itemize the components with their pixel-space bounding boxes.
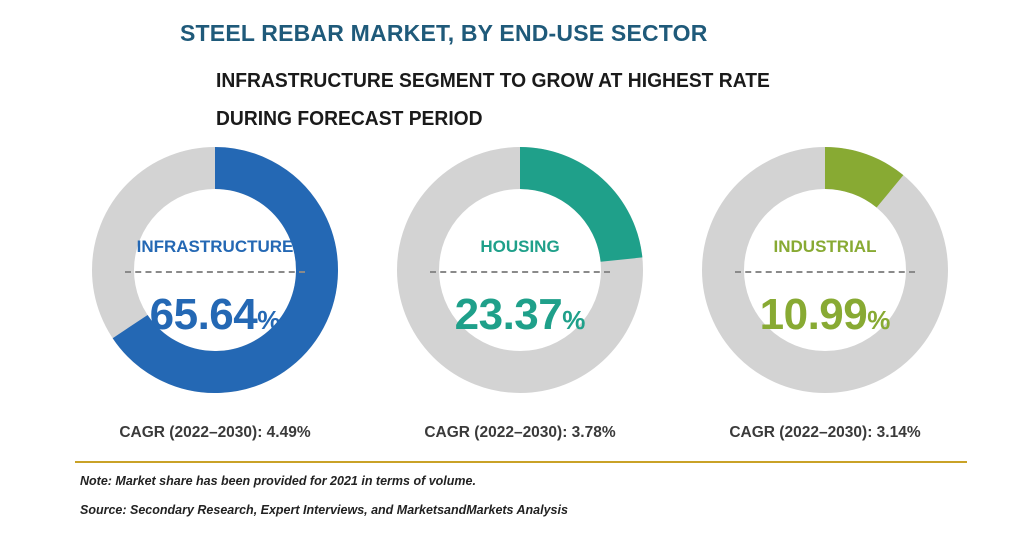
donut-segment-industrial bbox=[824, 147, 904, 209]
value-unit: % bbox=[867, 305, 891, 335]
dashed-divider bbox=[125, 271, 305, 273]
segment-value-infrastructure: 65.64% bbox=[90, 290, 340, 340]
donut-segment-infrastructure bbox=[112, 147, 338, 393]
segment-label-infrastructure: INFRASTRUCTURE bbox=[136, 237, 294, 256]
donut-chart-infrastructure bbox=[92, 147, 338, 393]
footer-divider bbox=[75, 461, 967, 463]
chart-title: STEEL REBAR MARKET, BY END-USE SECTOR bbox=[180, 20, 708, 46]
value-number: 65.64 bbox=[149, 290, 258, 339]
value-unit: % bbox=[257, 305, 281, 335]
segment-label-industrial: INDUSTRIAL bbox=[773, 237, 877, 256]
segment-label-housing: HOUSING bbox=[480, 237, 560, 256]
donut-track bbox=[702, 147, 948, 393]
segment-value-housing: 23.37% bbox=[395, 290, 645, 340]
cagr-housing: CAGR (2022–2030): 3.78% bbox=[424, 424, 616, 441]
value-number: 23.37 bbox=[454, 290, 563, 339]
segment-value-industrial: 10.99% bbox=[700, 290, 950, 340]
chart-subtitle: INFRASTRUCTURE SEGMENT TO GROW AT HIGHES… bbox=[216, 69, 770, 130]
footnote: Note: Market share has been provided for… bbox=[80, 474, 476, 488]
cagr-infrastructure: CAGR (2022–2030): 4.49% bbox=[119, 424, 311, 441]
donut-housing: HOUSING 23.37% bbox=[395, 140, 645, 400]
donut-chart-industrial bbox=[702, 147, 948, 393]
source-note: Source: Secondary Research, Expert Inter… bbox=[80, 503, 568, 517]
donut-industrial: INDUSTRIAL 10.99% bbox=[700, 140, 950, 400]
dashed-divider bbox=[430, 271, 610, 273]
donut-chart-housing bbox=[397, 147, 643, 393]
donut-segment-housing bbox=[519, 147, 643, 263]
donut-infrastructure: INFRASTRUCTURE 65.64% bbox=[90, 140, 340, 400]
value-unit: % bbox=[562, 305, 586, 335]
dashed-divider bbox=[735, 271, 915, 273]
cagr-industrial: CAGR (2022–2030): 3.14% bbox=[729, 424, 921, 441]
value-number: 10.99 bbox=[759, 290, 868, 339]
